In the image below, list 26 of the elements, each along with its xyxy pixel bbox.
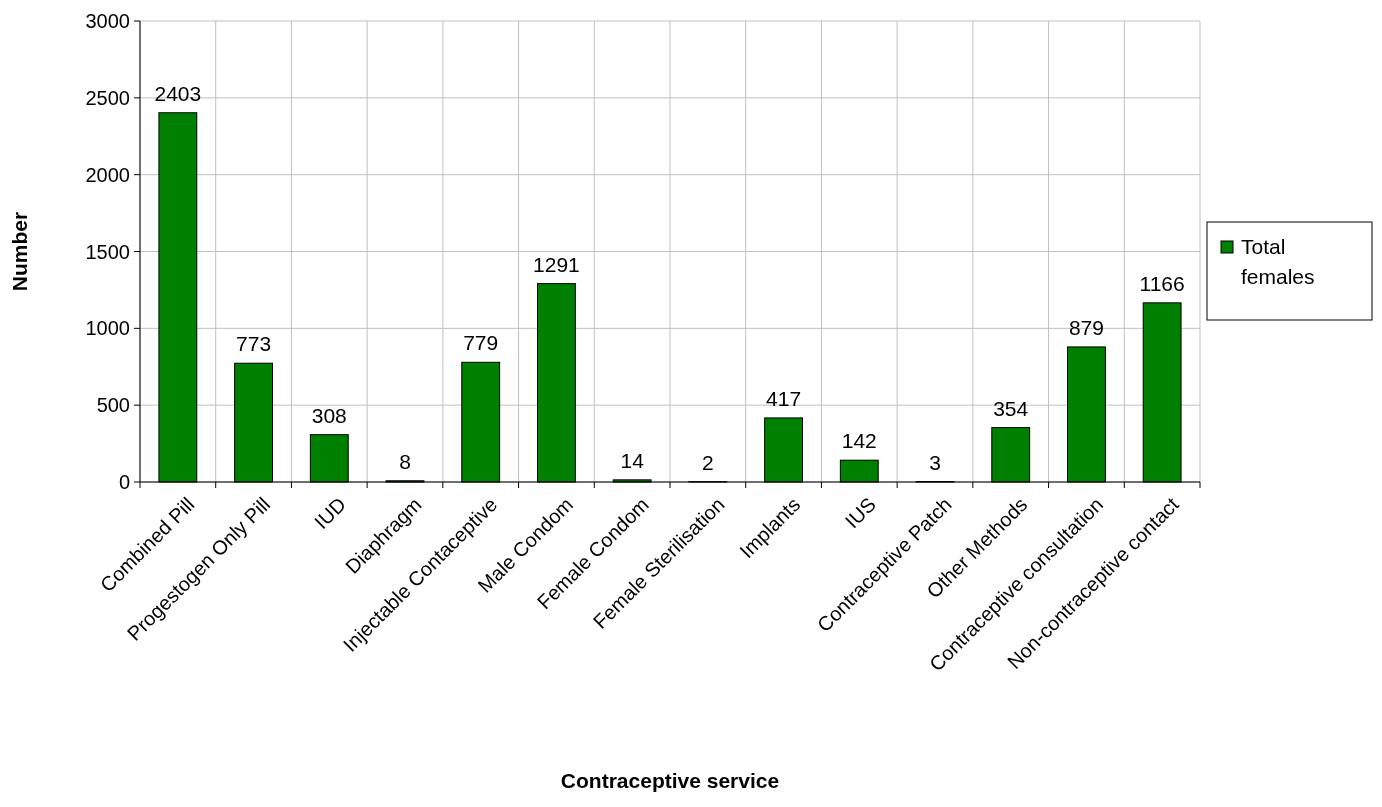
- y-tick-label: 3000: [85, 10, 130, 32]
- y-tick-label: 500: [96, 394, 130, 417]
- data-label: 308: [311, 403, 347, 427]
- data-label: 2403: [154, 81, 202, 105]
- data-label: 8: [399, 449, 411, 473]
- data-label: 417: [766, 386, 802, 410]
- data-label: 1166: [1139, 271, 1185, 295]
- x-tick-label: IUS: [840, 493, 881, 533]
- data-label: 14: [620, 448, 645, 472]
- data-label: 879: [1068, 315, 1104, 339]
- data-label: 1291: [533, 252, 580, 276]
- data-label: 779: [463, 331, 499, 355]
- data-label: 354: [993, 396, 1029, 420]
- data-label: 142: [841, 429, 877, 453]
- data-label: 773: [236, 332, 272, 356]
- y-tick-label: 1500: [85, 240, 130, 263]
- x-axis-title: Contraceptive service: [560, 769, 780, 792]
- legend-label: Total females: [1241, 235, 1315, 288]
- y-tick-label: 2500: [85, 86, 130, 109]
- data-label: 3: [929, 450, 941, 474]
- y-axis-title: Number: [8, 211, 31, 292]
- y-tick-label: 0: [118, 471, 130, 493]
- data-label: 2: [702, 450, 714, 474]
- y-tick-label: 1000: [85, 317, 130, 340]
- x-tick-label: IUD: [310, 493, 351, 534]
- y-tick-label: 2000: [85, 163, 130, 186]
